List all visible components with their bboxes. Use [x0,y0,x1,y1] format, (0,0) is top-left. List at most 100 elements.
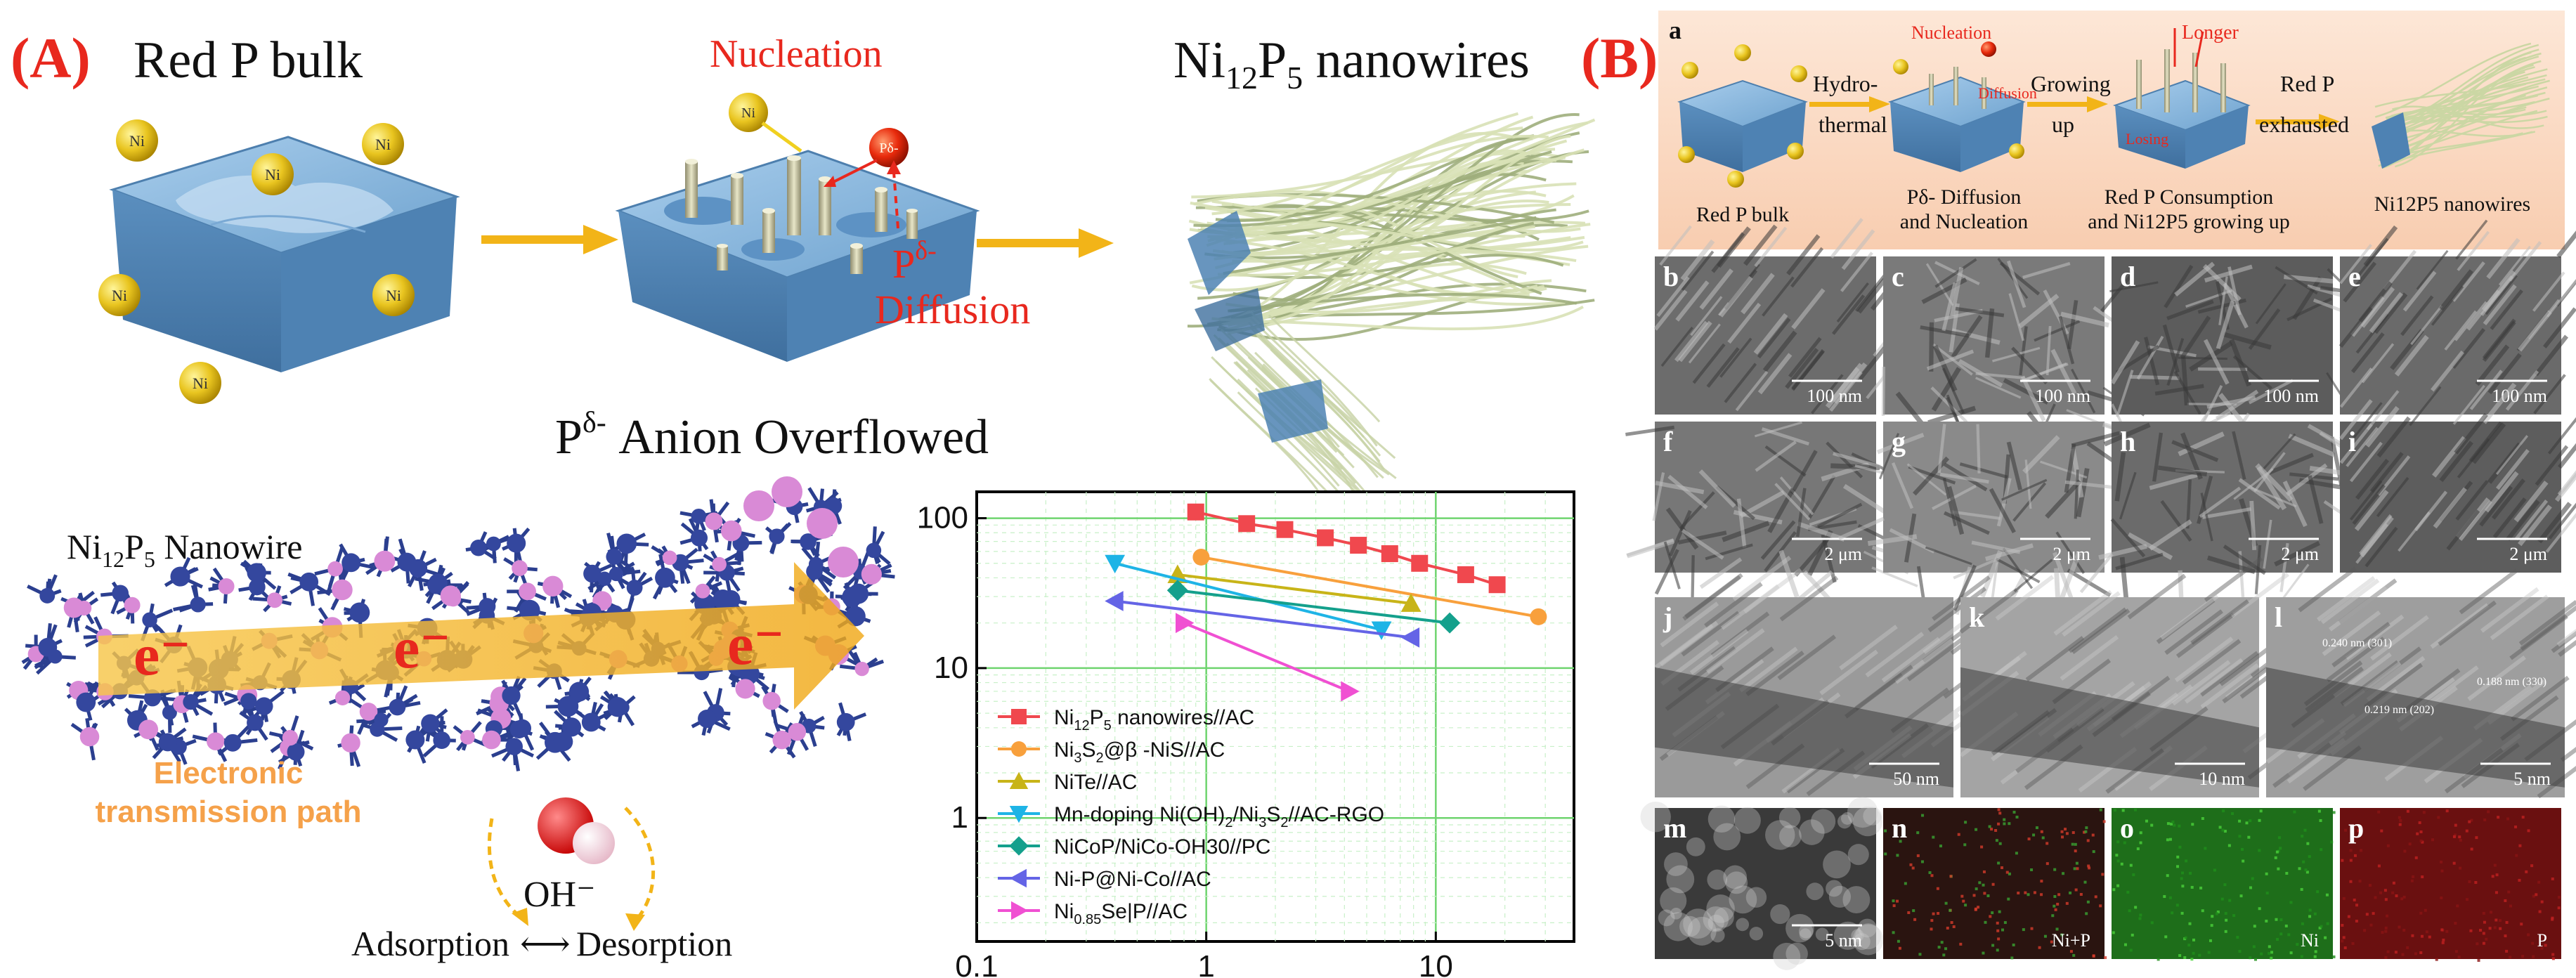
series-0-point-2 [1276,521,1294,538]
process-arrow-2 [977,228,1114,258]
series-line-4 [1177,589,1450,625]
b-longer: Longer [2182,22,2239,44]
y-tick-label-10: 10 [934,651,968,685]
electronic-path-line1: Electronic [154,756,304,790]
x-tick-label-1: 1 [1197,949,1214,978]
b-diffusion: Diffusion [1978,84,2037,102]
svg-text:Pδ-: Pδ- [879,141,898,156]
series-0-point-1 [1238,515,1256,533]
micrograph-label-b: b [1663,261,1679,292]
electron-3: e⁻ [727,612,785,677]
scale-bar-k: 10 nm [2199,769,2245,789]
diffusion-label: Diffusion [875,287,1030,332]
panel-a-label: (A) [11,26,91,90]
nanowire-label: Ni12P5 Nanowire [67,527,302,572]
series-1-point-0 [1192,548,1210,566]
legend-label-3: Mn-doping Ni(OH)2/Ni3S2//AC-RGO [1054,803,1384,830]
micrograph-f: f 2 μm [1625,421,1920,610]
ragone-chart: 0.1 1 10 1 10 100 Ni12P5 nanowires//AC Ni3S2@β… [917,490,1575,978]
nucleation-label: Nucleation [710,32,883,76]
schematic-block-4-nanowires [2372,42,2550,169]
scale-bar-o: Ni [2301,930,2319,951]
micrograph-label-h: h [2120,426,2135,457]
legend-marker-2 [1009,771,1029,789]
nanowires-title: Ni12P5 nanowires [1173,32,1530,96]
scale-bar-l: 5 nm [2513,769,2551,789]
series-0-point-6 [1411,554,1429,572]
nanowire-bundle-illustration [1187,112,1596,514]
micrograph-label-g: g [1892,426,1906,457]
series-6-point-1 [1341,681,1360,702]
scale-bar-b: 100 nm [1807,386,1862,406]
scale-bar-h: 2 μm [2281,544,2319,564]
scale-bar-p: P [2537,930,2547,951]
hydro-line1: Hydro- [1813,71,1878,96]
legend-entry-6: Ni0.85Se|P//AC [998,900,1188,927]
series-0-point-7 [1457,566,1474,583]
series-0-point-5 [1381,545,1398,563]
micrograph-label-o: o [2120,812,2134,844]
nucleation-pillars [685,155,918,274]
legend-entry-0: Ni12P5 nanowires//AC [998,706,1254,734]
x-tick-label-10: 10 [1419,949,1453,978]
legend-label-4: NiCoP/NiCo-OH30//PC [1054,835,1270,859]
series-2-point-1 [1400,593,1422,612]
micrograph-m: m 5 nm [1640,797,1884,970]
panel-b-sub-a: a [1669,16,1681,44]
series-line-5 [1114,599,1412,639]
legend-marker-1 [1011,741,1027,757]
micrograph-n: n Ni+P [1883,808,2107,960]
micrograph-label-e: e [2348,261,2361,292]
series-0-point-8 [1488,576,1506,594]
svg-text:Ni: Ni [375,136,391,153]
schematic-arrow-1 [1809,96,1890,112]
anion-overflowed-caption: Pδ- Anion Overflowed [555,407,989,464]
electron-transmission-arrow: e⁻ e⁻ e⁻ [98,562,864,710]
scale-bar-c: 100 nm [2035,386,2090,406]
adsorption-label: Adsorption [351,924,509,963]
panel-b: (B) a Hydro- thermal Nucleation Diffusio… [1581,11,2576,970]
series-4-point-1 [1439,612,1461,634]
micrograph-label-c: c [1892,261,1904,292]
process-arrow-1 [481,225,618,254]
series-5-point-0 [1105,591,1124,611]
legend-entry-2: NiTe//AC [998,771,1137,794]
ni-ion-spheres: Ni Ni Ni Ni Ni Ni [98,119,415,404]
lattice-label-1: 0.240 nm (301) [2322,637,2392,649]
nucleation-block: Ni Pδ- [615,93,980,362]
hydroxide-molecule [487,797,656,931]
series-5 [1105,591,1420,648]
chart-series [1105,503,1547,702]
legend-marker-0 [1011,709,1027,724]
svg-text:Ni: Ni [741,105,755,121]
b-caption-1: Red P bulk [1696,203,1789,226]
b-caption-3b: and Ni12P5 growing up [2088,210,2290,233]
series-3 [1105,554,1392,640]
red-p-bulk-block [109,136,460,372]
legend-label-0: Ni12P5 nanowires//AC [1054,706,1254,734]
scale-bar-d: 100 nm [2263,386,2319,406]
lattice-label-3: 0.219 nm (202) [2364,704,2434,716]
svg-text:Ni: Ni [129,132,145,150]
panel-a: (A) Red P bulk Ni Ni Ni Ni Ni Ni Nucleat… [11,26,1596,963]
hydroxide-label: OH⁻ [523,875,596,915]
chart-grid [977,492,1574,941]
series-line-2 [1177,573,1412,605]
legend-label-5: Ni-P@Ni-Co//AC [1054,868,1211,891]
schematic-arrow-3 [2256,114,2340,130]
scale-bar-n: Ni+P [2052,930,2090,951]
legend-entry-5: Ni-P@Ni-Co//AC [998,868,1211,891]
schematic-block-2 [1887,41,2026,172]
legend-entry-3: Mn-doping Ni(OH)2/Ni3S2//AC-RGO [998,803,1384,830]
legend-entry-4: NiCoP/NiCo-OH30//PC [998,835,1270,859]
growing-line1: Growing [2031,71,2111,96]
hydro-line2: thermal [1819,112,1887,137]
micrograph-label-m: m [1663,812,1686,844]
schematic-block-1 [1677,44,1808,188]
y-tick-label-1: 1 [951,800,968,835]
chart-legend: Ni12P5 nanowires//AC Ni3S2@β -NiS//AC NiTe… [998,706,1384,927]
schematic-arrow-2 [2027,96,2108,112]
series-0-point-4 [1350,537,1367,554]
scale-bar-m: 5 nm [1825,930,1862,951]
